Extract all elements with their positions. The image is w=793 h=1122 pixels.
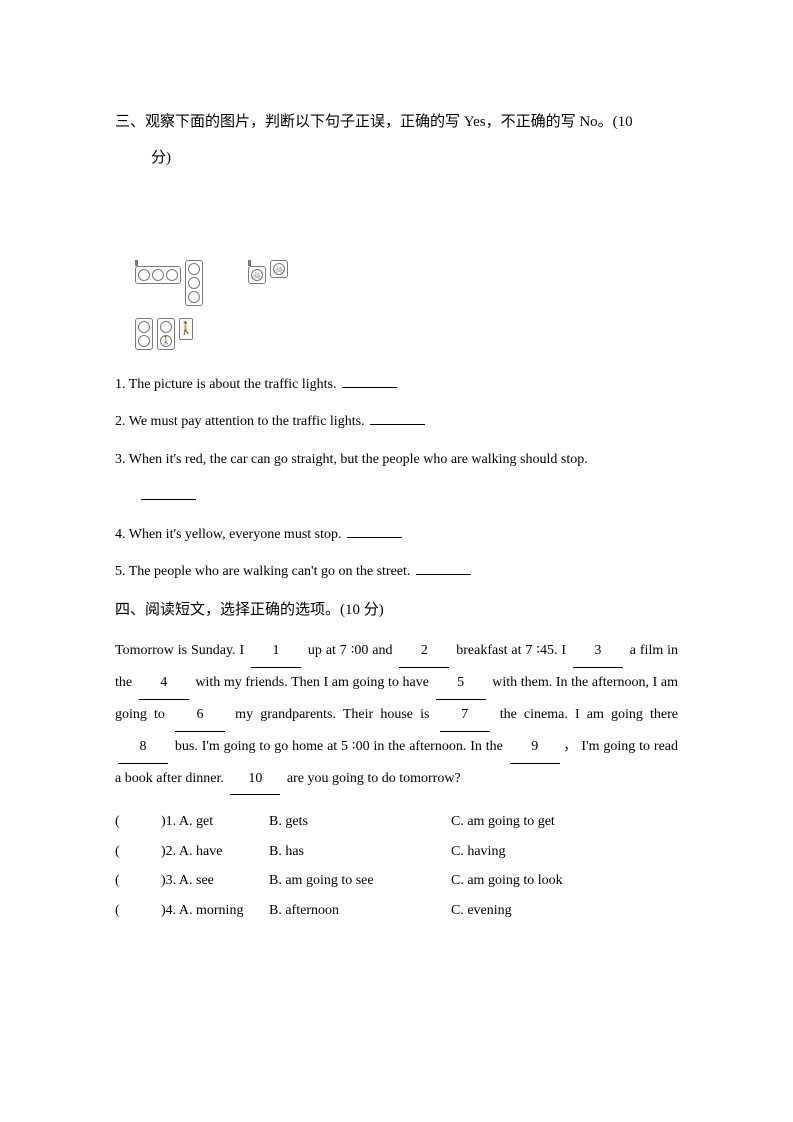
q4: 4. When it's yellow, everyone must stop. — [115, 520, 678, 549]
blank[interactable] — [141, 486, 196, 500]
choice-row: ( )1. A. get B. gets C. am going to get — [115, 807, 678, 836]
passage: Tomorrow is Sunday. I 1 up at 7 ∶00 and … — [115, 636, 678, 795]
answer-paren[interactable]: ( — [115, 866, 161, 895]
cloze-5[interactable]: 5 — [436, 668, 486, 700]
cloze-2[interactable]: 2 — [399, 636, 449, 668]
q3-blank — [139, 482, 678, 511]
cloze-8[interactable]: 8 — [118, 732, 168, 764]
blank[interactable] — [416, 561, 471, 575]
section3-title: 三、观察下面的图片，判断以下句子正误，正确的写 Yes，不正确的写 No。(10 — [115, 110, 678, 134]
cloze-10[interactable]: 10 — [230, 764, 280, 796]
traffic-lights-image: 🚲 🚲 🚶 🚶 — [135, 260, 678, 350]
cloze-1[interactable]: 1 — [251, 636, 301, 668]
choice-row: ( )3. A. see B. am going to see C. am go… — [115, 866, 678, 895]
answer-paren[interactable]: ( — [115, 837, 161, 866]
choices-list: ( )1. A. get B. gets C. am going to get … — [115, 807, 678, 925]
blank[interactable] — [370, 411, 425, 425]
answer-paren[interactable]: ( — [115, 807, 161, 836]
cloze-9[interactable]: 9 — [510, 732, 560, 764]
cloze-7[interactable]: 7 — [440, 700, 490, 732]
q3: 3. When it's red, the car can go straigh… — [115, 445, 678, 474]
q5: 5. The people who are walking can't go o… — [115, 557, 678, 586]
blank[interactable] — [347, 524, 402, 538]
section4-title: 四、阅读短文，选择正确的选项。(10 分) — [115, 598, 678, 622]
choice-row: ( )2. A. have B. has C. having — [115, 837, 678, 866]
q1: 1. The picture is about the traffic ligh… — [115, 370, 678, 399]
section3-title-line2: 分) — [151, 146, 678, 170]
cloze-3[interactable]: 3 — [573, 636, 623, 668]
cloze-6[interactable]: 6 — [175, 700, 225, 732]
cloze-4[interactable]: 4 — [139, 668, 189, 700]
blank[interactable] — [342, 374, 397, 388]
choice-row: ( )4. A. morning B. afternoon C. evening — [115, 896, 678, 925]
answer-paren[interactable]: ( — [115, 896, 161, 925]
q2: 2. We must pay attention to the traffic … — [115, 407, 678, 436]
